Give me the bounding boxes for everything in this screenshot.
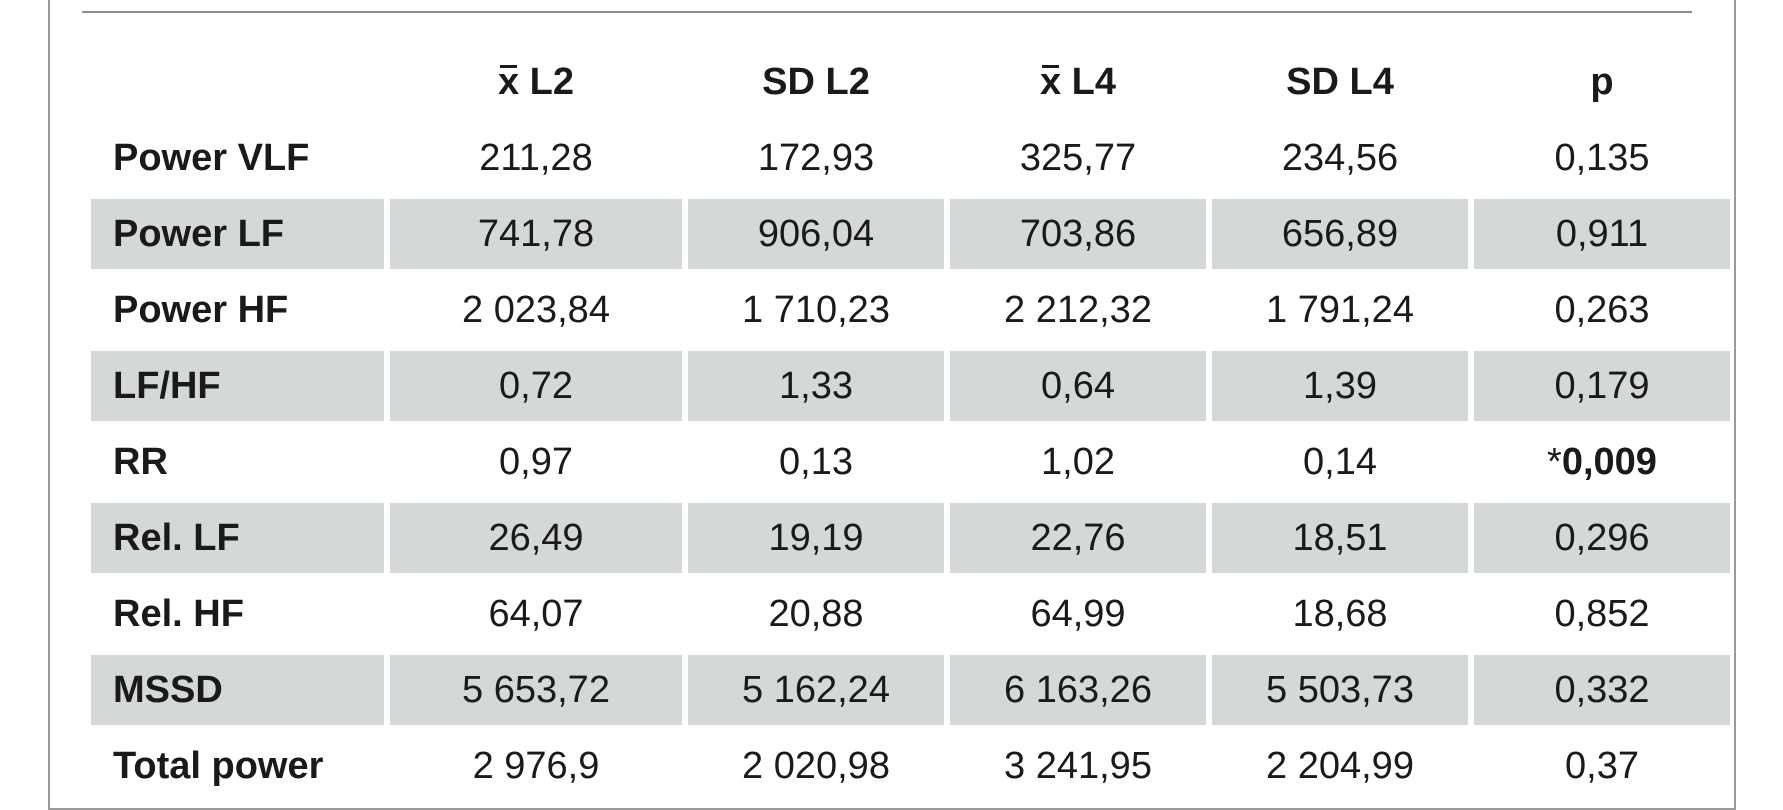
significance-marker: * [1547,440,1562,483]
table-cell: 2 976,9 [472,744,600,787]
table-cell: 5 653,72 [390,655,682,725]
p-value-cell: 0,37 [1474,731,1730,801]
results-table: x L2 SD L2 x L4 SD L4 p Power VLF 211,28 172,93… [91,47,1730,801]
p-value: 0,179 [1554,364,1650,407]
row-label: LF/HF [91,351,384,421]
table-cell: 0,14 [1303,440,1377,483]
table-cell: 703,86 [950,199,1206,269]
p-value: 0,37 [1565,744,1639,787]
table-cell: 5 162,24 [688,655,944,725]
table-cell: 1,02 [1041,440,1115,483]
p-value: 0,332 [1554,668,1650,711]
top-rule [82,11,1692,13]
header-corner [91,47,384,117]
table-cell: 325,77 [1019,136,1137,179]
table-cell: 656,89 [1212,199,1468,269]
table-cell: 18,51 [1212,503,1468,573]
table-cell: 26,49 [390,503,682,573]
column-header-label: SD L2 [762,60,870,103]
column-header: x L2 [390,47,682,117]
column-header-label: L4 [1061,60,1117,103]
column-header-label: p [1590,60,1614,103]
mean-symbol: x [1039,60,1062,103]
table-cell: 2 023,84 [462,288,610,331]
row-label: Rel. LF [91,503,384,573]
table-cell: 1 791,24 [1266,288,1414,331]
column-header: x L4 [950,47,1206,117]
p-value-cell: 0,852 [1474,579,1730,649]
p-value: 0,911 [1555,212,1649,255]
table-cell: 172,93 [757,136,875,179]
p-value: 0,852 [1554,592,1650,635]
row-label: Power HF [113,288,289,331]
mean-symbol: x [497,60,520,103]
table-cell: 1,33 [688,351,944,421]
row-label: Total power [113,744,324,787]
row-label: Power LF [91,199,384,269]
row-label: RR [113,440,168,483]
table-cell: 2 212,32 [1004,288,1152,331]
table-cell: 0,13 [779,440,853,483]
table-cell: 211,28 [479,136,593,179]
p-value-cell: 0,911 [1474,199,1730,269]
table-cell: 20,88 [768,592,864,635]
p-value-cell: 0,332 [1474,655,1730,725]
column-header: SD L2 [688,47,944,117]
table-cell: 0,97 [499,440,573,483]
table-cell: 3 241,95 [1004,744,1152,787]
table-cell: 741,78 [390,199,682,269]
p-value: 0,263 [1554,288,1650,331]
table-cell: 22,76 [950,503,1206,573]
column-header-label: L2 [519,60,575,103]
table-cell: 6 163,26 [950,655,1206,725]
table-cell: 1 710,23 [742,288,890,331]
table-cell: 0,72 [390,351,682,421]
p-value: 0,296 [1554,516,1650,559]
table-cell: 2 204,99 [1266,744,1414,787]
p-value: 0,135 [1554,136,1650,179]
row-label: Rel. HF [113,592,244,635]
table-cell: 906,04 [688,199,944,269]
row-label: Power VLF [113,136,310,179]
p-value: 0,009 [1561,440,1657,483]
p-value-cell: * 0,009 [1474,427,1730,497]
column-header: p [1474,47,1730,117]
table-cell: 2 020,98 [742,744,890,787]
row-label: MSSD [91,655,384,725]
table-cell: 1,39 [1212,351,1468,421]
table-cell: 5 503,73 [1212,655,1468,725]
table-cell: 0,64 [950,351,1206,421]
table-cell: 18,68 [1292,592,1388,635]
p-value-cell: 0,296 [1474,503,1730,573]
column-header-label: SD L4 [1286,60,1394,103]
p-value-cell: 0,135 [1474,123,1730,193]
column-header: SD L4 [1212,47,1468,117]
table-cell: 64,99 [1030,592,1126,635]
table-cell: 64,07 [488,592,584,635]
p-value-cell: 0,263 [1474,275,1730,345]
p-value-cell: 0,179 [1474,351,1730,421]
table-cell: 19,19 [688,503,944,573]
table-cell: 234,56 [1281,136,1399,179]
